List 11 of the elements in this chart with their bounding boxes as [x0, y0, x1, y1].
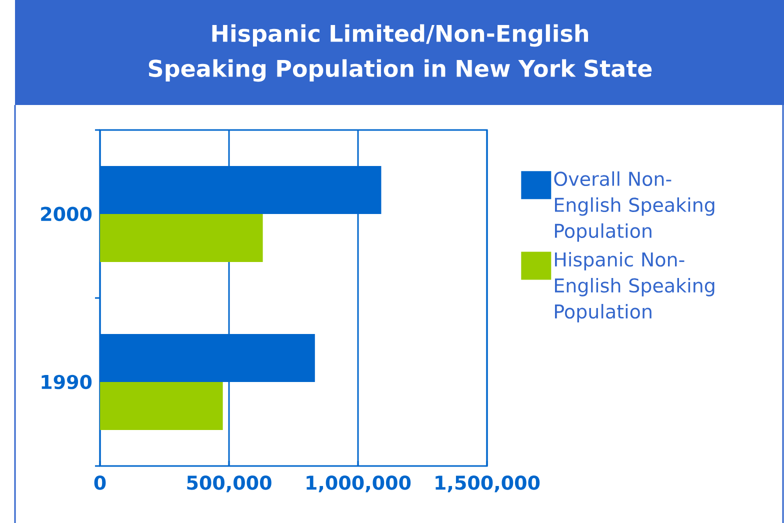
legend-label: Hispanic Non-English Speaking Population — [555, 252, 714, 322]
x-tick-label: 0 — [94, 475, 106, 490]
bar — [100, 214, 263, 262]
y-tick-label: 1990 — [42, 374, 92, 390]
chart-title: Hispanic Limited/Non-English Speaking Population in New York State — [148, 24, 652, 82]
x-tick-label: 1,000,000 — [306, 475, 411, 492]
legend-label: Overall Non-English Speaking Population — [554, 171, 714, 242]
x-tick-label: 500,000 — [187, 475, 272, 492]
y-tick-label: 2000 — [41, 206, 92, 222]
bar — [100, 382, 223, 430]
x-tick-label: 1,500,000 — [436, 475, 540, 492]
